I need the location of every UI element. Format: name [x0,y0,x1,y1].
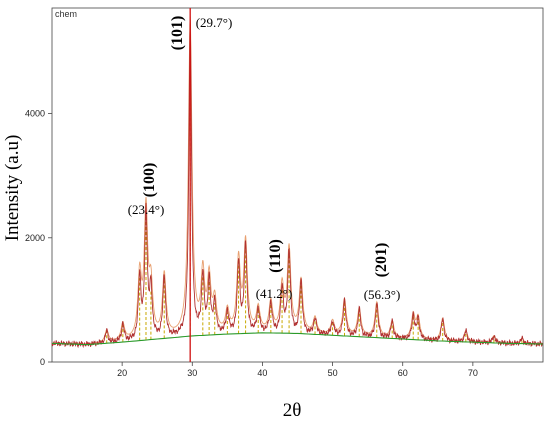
angle-label-22: (56.3°) [364,287,401,302]
x-tick-label-5: 70 [468,368,478,378]
x-tick-label-1: 30 [187,368,197,378]
x-tick-label-4: 60 [398,368,408,378]
hkl-label-3: (100) [141,163,158,198]
hkl-label-6: (101) [169,16,186,51]
y-axis-title: Intensity (a.u) [2,135,23,242]
angle-label-3: (23.4°) [128,202,165,217]
y-tick-label-2: 4000 [25,109,45,119]
y-tick-label-1: 2000 [25,233,45,243]
y-tick-label-0: 0 [40,357,45,367]
angle-label-6: (29.7°) [196,15,233,30]
x-tick-label-3: 50 [328,368,338,378]
angle-label-14: (41.2°) [256,286,293,301]
plot-area: 20 30 40 50 60 70 0 2000 4000 (100) (23.4°) (101) (2… [25,7,544,378]
hkl-label-14: (110) [267,239,284,273]
background-curve-line [51,332,544,346]
x-tick-label-2: 40 [257,368,267,378]
x-axis-title: 2θ [283,400,302,421]
plot-name: chem [55,9,77,19]
plot-frame [51,7,544,363]
observed-profile-line [51,19,544,349]
hkl-label-22: (201) [373,243,390,278]
x-tick-label-0: 20 [117,368,127,378]
